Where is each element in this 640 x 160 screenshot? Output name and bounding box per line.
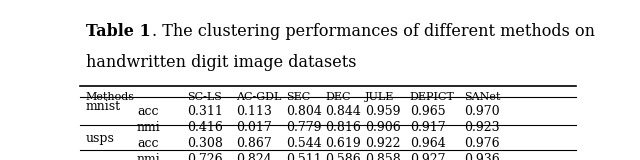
Text: 0.017: 0.017 (236, 121, 272, 134)
Text: SEC: SEC (286, 92, 310, 102)
Text: Methods: Methods (86, 92, 135, 102)
Text: acc: acc (137, 105, 159, 118)
Text: 0.416: 0.416 (187, 121, 223, 134)
Text: 0.964: 0.964 (410, 137, 445, 150)
Text: . The clustering performances of different methods on: . The clustering performances of differe… (152, 23, 595, 40)
Text: 0.113: 0.113 (236, 105, 272, 118)
Text: 0.308: 0.308 (187, 137, 223, 150)
Text: nmi: nmi (137, 153, 161, 160)
Text: 0.726: 0.726 (187, 153, 222, 160)
Text: AC-GDL: AC-GDL (236, 92, 282, 102)
Text: 0.544: 0.544 (286, 137, 321, 150)
Text: 0.970: 0.970 (465, 105, 500, 118)
Text: 0.844: 0.844 (326, 105, 362, 118)
Text: 0.619: 0.619 (326, 137, 361, 150)
Text: 0.959: 0.959 (365, 105, 401, 118)
Text: 0.311: 0.311 (187, 105, 223, 118)
Text: 0.858: 0.858 (365, 153, 401, 160)
Text: Table 1: Table 1 (86, 23, 150, 40)
Text: 0.976: 0.976 (465, 137, 500, 150)
Text: 0.511: 0.511 (286, 153, 321, 160)
Text: nmi: nmi (137, 121, 161, 134)
Text: 0.867: 0.867 (236, 137, 272, 150)
Text: usps: usps (86, 132, 115, 145)
Text: 0.936: 0.936 (465, 153, 500, 160)
Text: acc: acc (137, 137, 159, 150)
Text: 0.779: 0.779 (286, 121, 321, 134)
Text: DEC: DEC (326, 92, 351, 102)
Text: DEPICT: DEPICT (410, 92, 454, 102)
Text: 0.906: 0.906 (365, 121, 401, 134)
Text: 0.927: 0.927 (410, 153, 445, 160)
Text: 0.586: 0.586 (326, 153, 361, 160)
Text: 0.965: 0.965 (410, 105, 445, 118)
Text: SC-LS: SC-LS (187, 92, 221, 102)
Text: 0.917: 0.917 (410, 121, 445, 134)
Text: 0.804: 0.804 (286, 105, 322, 118)
Text: JULE: JULE (365, 92, 395, 102)
Text: 0.923: 0.923 (465, 121, 500, 134)
Text: SANet: SANet (465, 92, 500, 102)
Text: 0.922: 0.922 (365, 137, 401, 150)
Text: 0.816: 0.816 (326, 121, 362, 134)
Text: mnist: mnist (86, 100, 121, 113)
Text: 0.824: 0.824 (236, 153, 272, 160)
Text: handwritten digit image datasets: handwritten digit image datasets (86, 54, 356, 71)
